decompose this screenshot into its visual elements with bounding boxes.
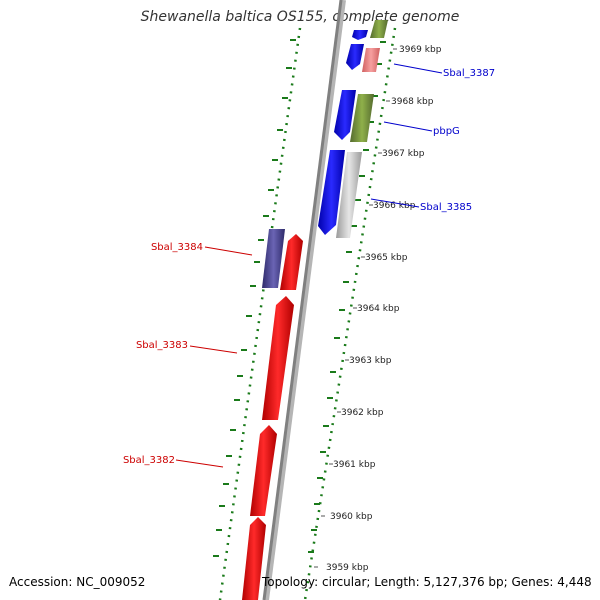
- gene-label-sbal-3383[interactable]: Sbal_3383: [136, 340, 188, 351]
- gene-arrow-top-blue[interactable]: [352, 30, 368, 40]
- scale-label-3968: 3968 kbp: [391, 97, 434, 107]
- scale-label-3967: 3967 kbp: [382, 149, 425, 159]
- gene-arrow-sbal-3384-purple[interactable]: [262, 229, 285, 288]
- gene-label-sbal-3384[interactable]: Sbal_3384: [151, 242, 203, 253]
- gene-arrow-sbal-3382[interactable]: [250, 425, 277, 516]
- scale-label-3964: 3964 kbp: [357, 304, 400, 314]
- scale-label-3966: 3966 kbp: [373, 201, 416, 211]
- gene-arrow-pbpg[interactable]: [350, 94, 374, 142]
- gene-arrow-pbpg-partner[interactable]: [334, 90, 356, 140]
- scale-label-3959: 3959 kbp: [326, 563, 369, 573]
- gene-arrow-sbal-3388[interactable]: [346, 44, 364, 70]
- leader-sbal-3383: [189, 345, 238, 354]
- gene-label-sbal-3387[interactable]: Sbal_3387: [443, 68, 495, 79]
- gene-label-pbpg[interactable]: pbpG: [433, 126, 460, 137]
- leader-pbpg: [383, 121, 433, 132]
- leader-sbal-3385: [370, 198, 420, 208]
- gene-arrow-sbal-3387[interactable]: [362, 48, 380, 72]
- scale-label-3969: 3969 kbp: [399, 45, 442, 55]
- scale-label-3965: 3965 kbp: [365, 253, 408, 263]
- scale-label-3960: 3960 kbp: [330, 512, 373, 522]
- accession-text: Accession: NC_009052: [9, 575, 146, 589]
- gene-arrow-sbal-3384[interactable]: [280, 234, 303, 290]
- scale-ticks: [314, 48, 397, 568]
- gene-arrow-blue-3386[interactable]: [318, 150, 345, 235]
- gene-arrow-bottom-red[interactable]: [242, 517, 266, 600]
- gc-dots-right: [303, 27, 397, 600]
- gene-label-sbal-3385[interactable]: Sbal_3385: [420, 202, 472, 213]
- backbone-shadow: [263, 0, 346, 600]
- gc-dots-left: [218, 27, 302, 600]
- topology-text: Topology: circular; Length: 5,127,376 bp…: [262, 575, 592, 589]
- leader-sbal-3387: [393, 63, 443, 74]
- gene-arrow-sbal-3385[interactable]: [336, 152, 362, 238]
- gene-arrow-top-green[interactable]: [370, 20, 388, 38]
- scale-label-3961: 3961 kbp: [333, 460, 376, 470]
- gene-arrow-sbal-3383[interactable]: [262, 296, 294, 420]
- leader-sbal-3382: [175, 459, 224, 468]
- gene-label-sbal-3382[interactable]: Sbal_3382: [123, 455, 175, 466]
- scale-label-3963: 3963 kbp: [349, 356, 392, 366]
- backbone: [262, 0, 343, 600]
- scale-label-3962: 3962 kbp: [341, 408, 384, 418]
- leader-sbal-3384: [204, 246, 253, 256]
